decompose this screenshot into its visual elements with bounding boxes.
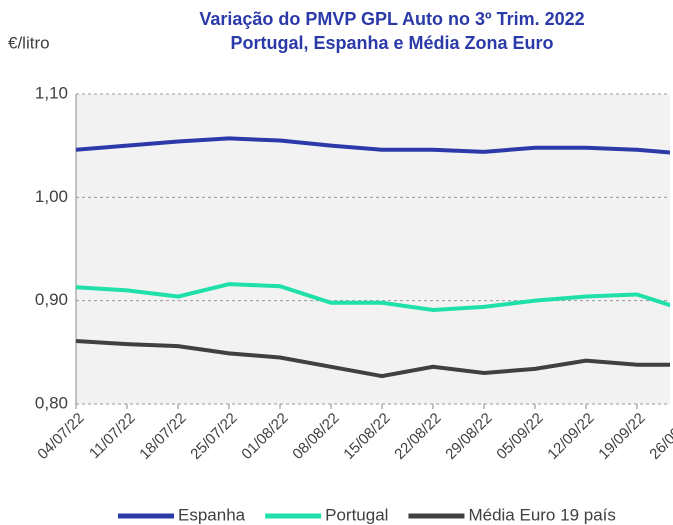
series-line (75, 338, 670, 379)
chart-title: Variação do PMVP GPL Auto no 3º Trim. 20… (199, 9, 584, 29)
x-tick-label: 29/08/22 (442, 410, 495, 463)
chart-subtitle: Portugal, Espanha e Média Zona Euro (230, 33, 553, 53)
y-tick-label: 0,80 (35, 393, 68, 412)
x-tick-label: 12/09/22 (544, 410, 597, 463)
x-tick-label: 08/08/22 (289, 410, 342, 463)
x-tick-label: 01/08/22 (238, 410, 291, 463)
x-tick-label: 15/08/22 (340, 410, 393, 463)
x-tick-label: 18/07/22 (136, 410, 189, 463)
series-line (75, 282, 670, 312)
legend-label: Portugal (325, 505, 388, 524)
y-tick-label: 1,00 (35, 187, 68, 206)
x-tick-label: 26/09/22 (646, 410, 673, 463)
x-tick-label: 19/09/22 (595, 410, 648, 463)
x-tick-label: 11/07/22 (86, 410, 139, 463)
y-tick-label: 0,90 (35, 290, 68, 309)
y-tick-label: 1,10 (35, 83, 68, 102)
legend-label: Média Euro 19 país (468, 505, 615, 524)
series-line (75, 136, 670, 155)
x-tick-label: 22/08/22 (391, 410, 444, 463)
lines (75, 136, 670, 379)
plot-area (76, 94, 670, 404)
legend-label: Espanha (178, 505, 246, 524)
x-tick-label: 25/07/22 (187, 410, 240, 463)
x-tick-label: 04/07/22 (34, 410, 87, 463)
y-axis-label: €/litro (8, 33, 50, 52)
x-tick-label: 05/09/22 (493, 410, 546, 463)
